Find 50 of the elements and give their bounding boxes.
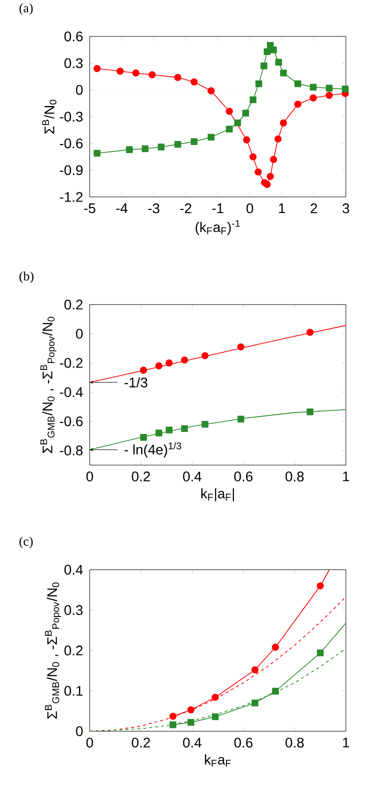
y-tick-label: 0.2 [64, 646, 83, 656]
y-tick-label: 0.2 [64, 300, 83, 310]
chart-title: (b) [20, 271, 34, 284]
x-tick-label: 0.2 [132, 738, 150, 748]
x-tick-label: 0.4 [183, 738, 202, 748]
y-tick-label: -0.6 [60, 138, 83, 148]
x-tick-label: -3 [148, 203, 160, 214]
x-tick-label: 0.8 [286, 738, 304, 748]
y-tick-label: -0.8 [60, 446, 83, 456]
x-tick-label: -1 [212, 203, 224, 213]
text: Σ$^{B}$$_{GMB}$/N$_{0}$ , -Σ$^{B}$$_{Popov}$/N$_{0}$ [45, 582, 62, 719]
x-axis-title: k$_{F}$a$_{F}$ [205, 754, 231, 767]
x-tick-label: 1 [279, 203, 286, 213]
x-tick-label: 1 [343, 738, 350, 748]
annotation: -1/3 [124, 377, 148, 388]
x-tick-label: 0.2 [132, 472, 150, 482]
x-tick-label: 0.6 [234, 738, 253, 748]
x-tick-label: -4 [116, 203, 128, 213]
y-tick-label: 0 [76, 85, 83, 95]
y-tick-label: 0.3 [64, 605, 83, 616]
x-tick-label: -5 [84, 203, 96, 214]
y-tick-label: 0 [76, 726, 83, 736]
x-tick-label: 0 [86, 738, 94, 748]
x-tick-label: 0.6 [234, 472, 253, 482]
annotation: - ln(4e)$^{1/3}$ [124, 442, 182, 458]
y-tick-label: -0.2 [60, 358, 83, 368]
x-axis-title: (k$_{F}$a$_{F}$)$^{-1}$ [196, 220, 240, 235]
x-axis-title: k$_{F}$|a$_{F}$| [201, 488, 234, 502]
x-tick-label: 1 [343, 472, 350, 482]
y-tick-label: -0.9 [60, 165, 83, 176]
x-tick-label: 3 [342, 203, 350, 214]
y-tick-label: 0 [76, 328, 83, 339]
chart-title: (c) [20, 536, 33, 548]
y-tick-label: 0.4 [64, 564, 83, 575]
x-tick-label: 0.4 [183, 472, 202, 482]
chart-title: (a) [20, 3, 33, 16]
y-tick-label: 0.6 [64, 32, 83, 42]
x-tick-label: 2 [310, 203, 318, 214]
x-tick-label: 0.8 [286, 472, 304, 482]
y-tick-label: -0.4 [60, 387, 83, 398]
y-tick-label: 0.1 [64, 686, 83, 696]
y-tick-label: -1.2 [60, 192, 83, 202]
y-tick-label: 0.3 [64, 58, 83, 68]
y-tick-label: -0.3 [60, 112, 83, 122]
x-tick-label: 0 [246, 203, 254, 214]
x-tick-label: 0 [86, 472, 94, 482]
y-axis-title: Σ$^{B}$/N$_{0}$ [42, 100, 57, 134]
text: Σ$^{B}$$_{GMB}$/N$_{0}$ , -Σ$^{B}$$_{Popov}$/N$_{0}$ [40, 316, 57, 453]
y-tick-label: -0.6 [60, 416, 83, 426]
x-tick-label: -2 [180, 203, 192, 214]
